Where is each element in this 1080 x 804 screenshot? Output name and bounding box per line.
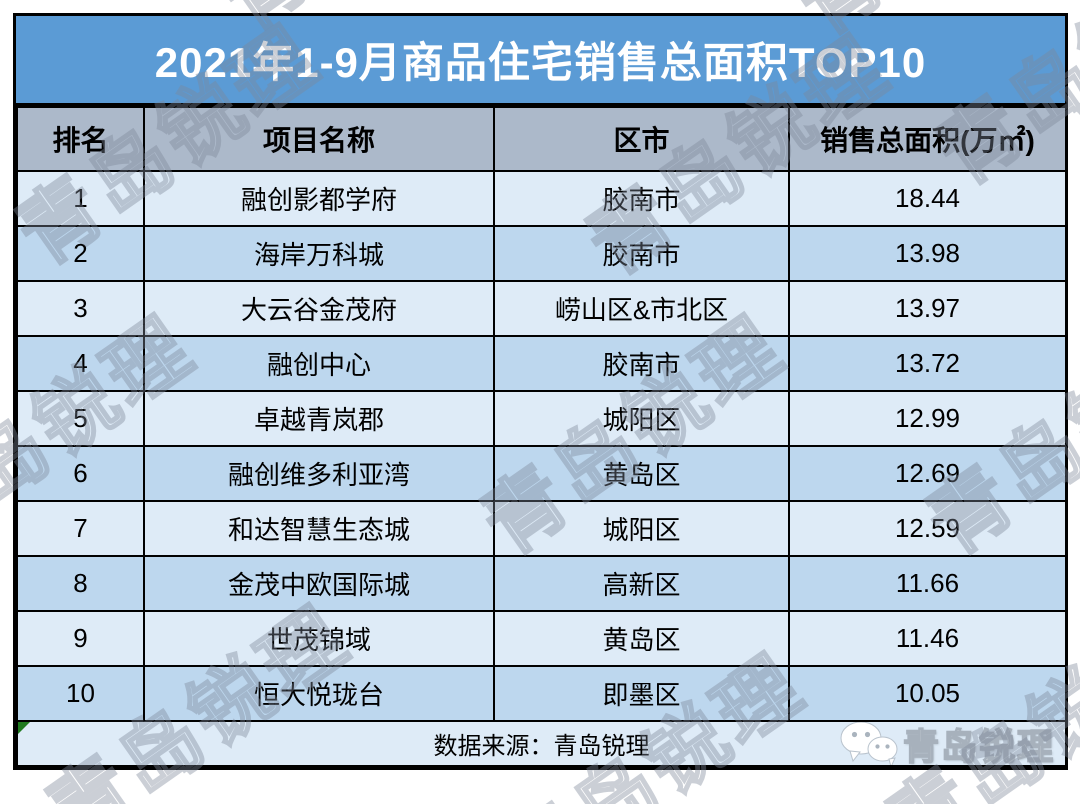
cell-project: 卓越青岚郡 xyxy=(143,390,495,447)
table-row: 4 融创中心 胶南市 13.72 xyxy=(16,335,1067,392)
cell-district: 黄岛区 xyxy=(493,610,790,667)
cell-district: 黄岛区 xyxy=(493,445,790,502)
cell-district: 即墨区 xyxy=(493,665,790,722)
footer-row: 数据来源：青岛锐理 xyxy=(16,720,1067,767)
cell-area: 13.97 xyxy=(788,280,1067,337)
table-title: 2021年1-9月商品住宅销售总面积TOP10 xyxy=(16,16,1065,106)
table-row: 3 大云谷金茂府 崂山区&市北区 13.97 xyxy=(16,280,1067,337)
table-row: 2 海岸万科城 胶南市 13.98 xyxy=(16,225,1067,282)
cell-area: 11.66 xyxy=(788,555,1067,612)
cell-district: 高新区 xyxy=(493,555,790,612)
cell-project: 和达智慧生态城 xyxy=(143,500,495,557)
table-row: 5 卓越青岚郡 城阳区 12.99 xyxy=(16,390,1067,447)
header-area: 销售总面积(万㎡) xyxy=(788,106,1067,172)
cell-project: 融创维多利亚湾 xyxy=(143,445,495,502)
cell-district: 胶南市 xyxy=(493,170,790,227)
cell-area: 13.72 xyxy=(788,335,1067,392)
cell-rank: 4 xyxy=(16,335,145,392)
cell-district: 城阳区 xyxy=(493,500,790,557)
cell-rank: 8 xyxy=(16,555,145,612)
cell-rank: 9 xyxy=(16,610,145,667)
cell-area: 12.99 xyxy=(788,390,1067,447)
brand-logo-text: 青岛锐理 xyxy=(902,725,1055,766)
table-row: 6 融创维多利亚湾 黄岛区 12.69 xyxy=(16,445,1067,502)
cell-project: 世茂锦域 xyxy=(143,610,495,667)
cell-district: 崂山区&市北区 xyxy=(493,280,790,337)
cell-project: 融创影都学府 xyxy=(143,170,495,227)
header-project: 项目名称 xyxy=(143,106,495,172)
cell-project: 海岸万科城 xyxy=(143,225,495,282)
cell-project: 融创中心 xyxy=(143,335,495,392)
cell-rank: 5 xyxy=(16,390,145,447)
cell-area: 12.69 xyxy=(788,445,1067,502)
cell-project: 大云谷金茂府 xyxy=(143,280,495,337)
cell-rank: 10 xyxy=(16,665,145,722)
cell-area: 13.98 xyxy=(788,225,1067,282)
cell-flag-triangle xyxy=(19,723,30,734)
cell-rank: 2 xyxy=(16,225,145,282)
footer-cell: 数据来源：青岛锐理 xyxy=(16,720,1067,767)
cell-district: 胶南市 xyxy=(493,225,790,282)
cell-area: 10.05 xyxy=(788,665,1067,722)
cell-project: 金茂中欧国际城 xyxy=(143,555,495,612)
header-row: 排名 项目名称 区市 销售总面积(万㎡) xyxy=(16,106,1067,172)
cell-rank: 1 xyxy=(16,170,145,227)
cell-rank: 7 xyxy=(16,500,145,557)
brand-logo: 青岛锐理 xyxy=(840,723,1055,766)
table-row: 1 融创影都学府 胶南市 18.44 xyxy=(16,170,1067,227)
table-row: 10 恒大悦珑台 即墨区 10.05 xyxy=(16,665,1067,722)
data-source-text: 数据来源：青岛锐理 xyxy=(433,733,650,760)
cell-rank: 3 xyxy=(16,280,145,337)
cell-project: 恒大悦珑台 xyxy=(143,665,495,722)
table-row: 7 和达智慧生态城 城阳区 12.59 xyxy=(16,500,1067,557)
header-district: 区市 xyxy=(493,106,790,172)
table-row: 8 金茂中欧国际城 高新区 11.66 xyxy=(16,555,1067,612)
sales-ranking-table: 2021年1-9月商品住宅销售总面积TOP10 排名 项目名称 区市 销售总面积… xyxy=(13,13,1068,770)
cell-district: 城阳区 xyxy=(493,390,790,447)
header-rank: 排名 xyxy=(16,106,145,172)
cell-area: 18.44 xyxy=(788,170,1067,227)
table-row: 9 世茂锦域 黄岛区 11.46 xyxy=(16,610,1067,667)
wechat-icon xyxy=(840,723,898,764)
cell-area: 11.46 xyxy=(788,610,1067,667)
cell-area: 12.59 xyxy=(788,500,1067,557)
cell-district: 胶南市 xyxy=(493,335,790,392)
cell-rank: 6 xyxy=(16,445,145,502)
data-table: 排名 项目名称 区市 销售总面积(万㎡) 1 融创影都学府 胶南市 18.44 … xyxy=(16,106,1067,767)
